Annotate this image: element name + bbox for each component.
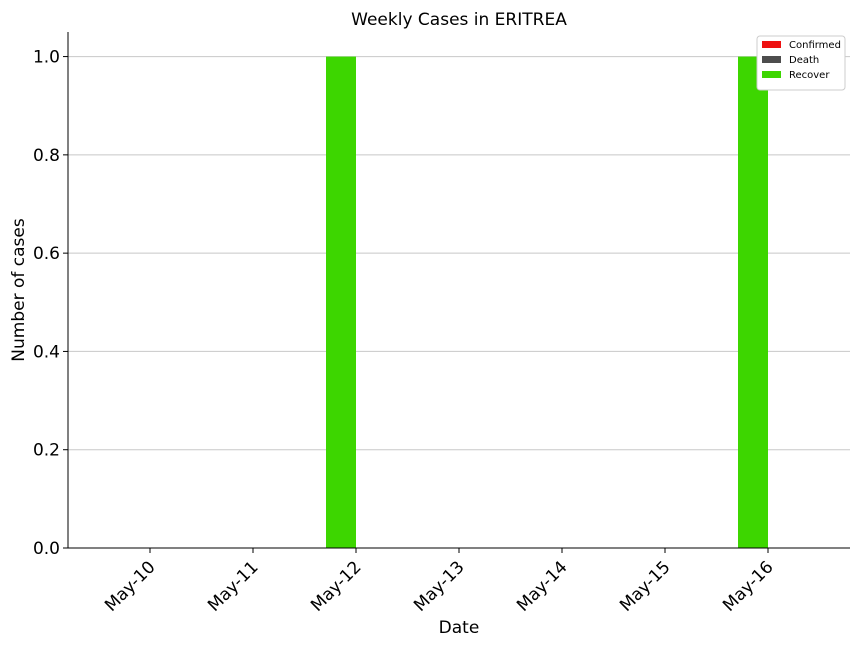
- x-tick-label: May-11: [204, 557, 262, 615]
- y-tick-label: 0.6: [33, 244, 60, 264]
- x-tick-label: May-12: [307, 557, 365, 615]
- x-tick-label: May-15: [616, 557, 674, 615]
- x-ticks: May-10 May-11 May-12 May-13 May-14 May-15 May-…: [101, 548, 778, 616]
- x-tick-label: May-10: [101, 557, 159, 615]
- bars-group: [326, 56, 768, 548]
- legend-swatch-death: [762, 56, 781, 63]
- y-tick-label: 0.0: [33, 539, 60, 559]
- y-tick-label: 0.2: [33, 441, 60, 461]
- y-axis-label: Number of cases: [9, 218, 29, 362]
- legend-label-death: Death: [789, 55, 819, 66]
- x-tick-label: May-16: [719, 557, 777, 615]
- y-tick-label: 0.8: [33, 146, 60, 166]
- legend-label-confirmed: Confirmed: [789, 40, 841, 51]
- y-tick-label: 1.0: [33, 48, 60, 68]
- x-axis-label: Date: [439, 618, 480, 638]
- bar-recover-may-16: [738, 56, 768, 548]
- bar-recover-may-12: [326, 56, 356, 548]
- y-ticks: 0.0 0.2 0.4 0.6 0.8 1.0: [33, 48, 68, 559]
- axes: [67, 32, 850, 549]
- x-tick-label: May-14: [513, 557, 571, 615]
- legend-swatch-confirmed: [762, 41, 781, 48]
- x-tick-label: May-13: [410, 557, 468, 615]
- grid-lines: [68, 56, 850, 451]
- y-tick-label: 0.4: [33, 342, 60, 362]
- legend-label-recover: Recover: [789, 70, 830, 81]
- legend-swatch-recover: [762, 71, 781, 78]
- chart-title: Weekly Cases in ERITREA: [351, 10, 567, 30]
- legend: Confirmed Death Recover: [756, 35, 846, 91]
